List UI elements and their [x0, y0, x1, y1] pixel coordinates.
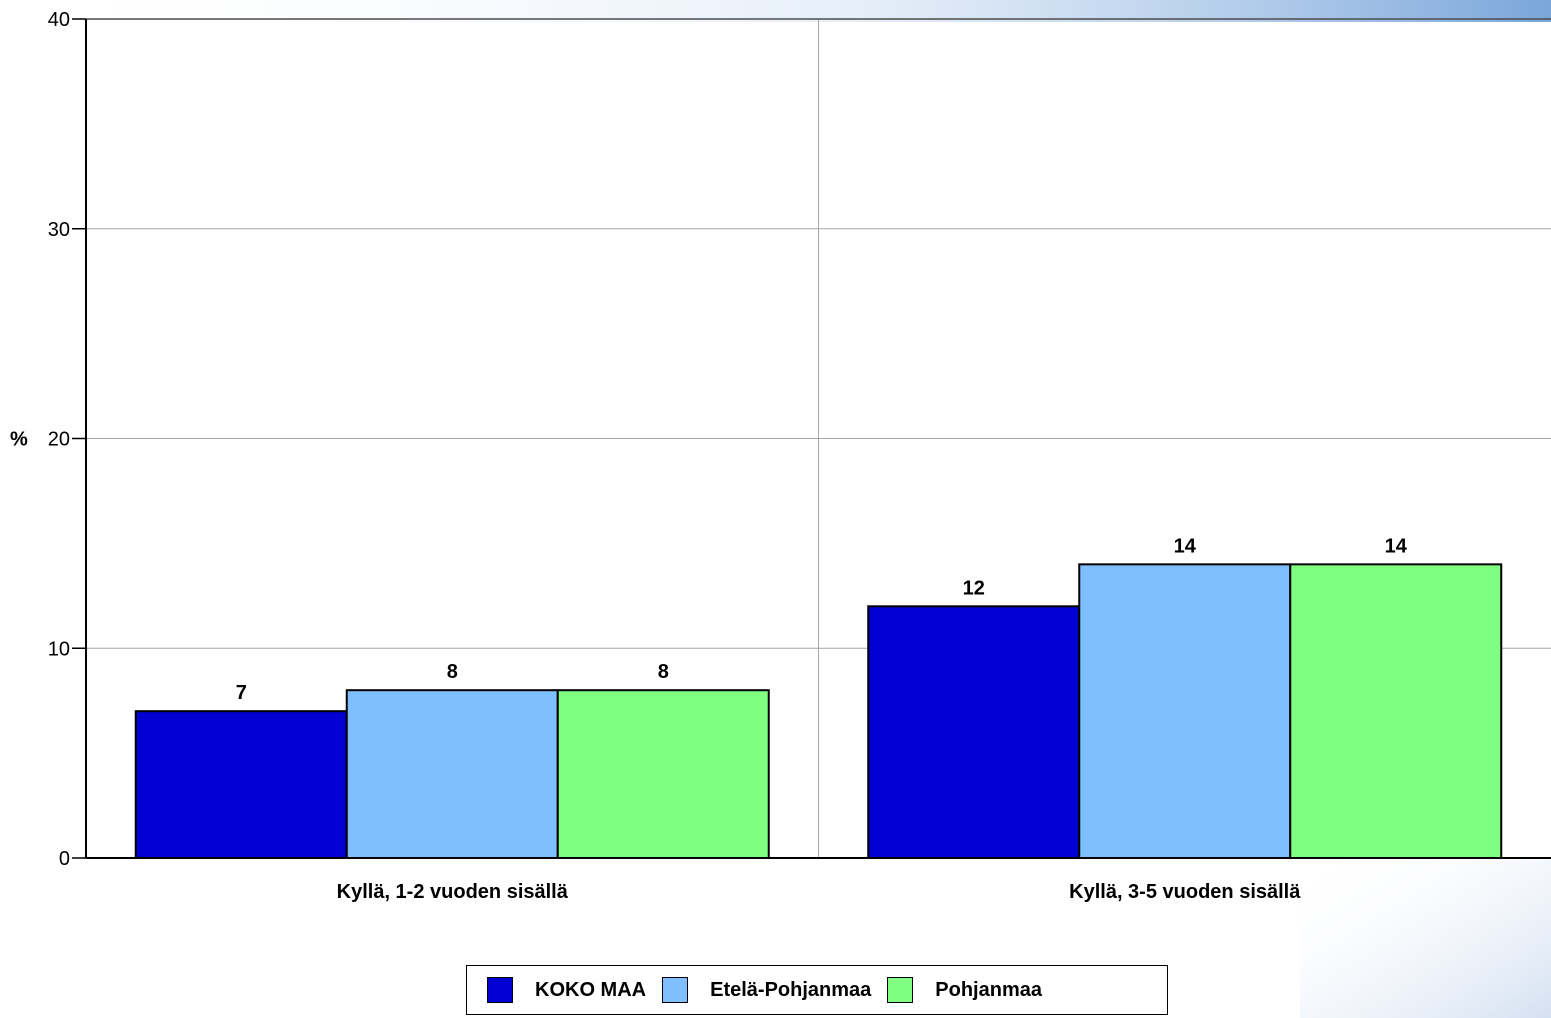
y-tick-label-2: 20 — [48, 429, 70, 451]
y-axis-label: % — [10, 429, 28, 451]
y-tick-label-3: 30 — [48, 219, 70, 241]
data-label-1-1: 14 — [1174, 535, 1197, 557]
legend-label-2: Pohjanmaa — [935, 978, 1042, 1001]
plot-area: 0 10 20 30 40% 7 8 8 Kyllä, 1-2 vuoden sisällä 12… — [10, 9, 1551, 903]
y-tick-label-4: 40 — [48, 9, 70, 31]
y-tick-label-0: 0 — [59, 848, 70, 870]
background-sheen-bottom — [1300, 860, 1551, 1018]
bar-1-0 — [867, 605, 1081, 859]
bar-0-0 — [134, 710, 348, 859]
legend: KOKO MAA Etelä-Pohjanmaa Pohjanmaa — [466, 965, 1168, 1015]
data-label-0-2: 8 — [658, 661, 669, 683]
bar-0-1 — [345, 689, 559, 860]
legend-swatch-0 — [487, 977, 513, 1003]
legend-swatch-1 — [662, 977, 689, 1003]
data-label-0-0: 7 — [236, 682, 247, 704]
legend-label-1: Etelä-Pohjanmaa — [710, 978, 872, 1001]
category-label-1: Kyllä, 3-5 vuoden sisällä — [1069, 881, 1301, 903]
category-label-0: Kyllä, 1-2 vuoden sisällä — [337, 881, 569, 903]
legend-item-2: Pohjanmaa — [887, 977, 1042, 1003]
data-label-1-0: 12 — [963, 577, 985, 599]
data-label-1-2: 14 — [1385, 535, 1408, 557]
bar-1-2 — [1289, 563, 1503, 859]
legend-swatch-2 — [887, 977, 914, 1003]
legend-item-1: Etelä-Pohjanmaa — [662, 977, 871, 1003]
y-tick-label-1: 10 — [48, 638, 70, 660]
legend-item-0: KOKO MAA — [487, 977, 646, 1003]
data-label-0-1: 8 — [447, 661, 458, 683]
legend-label-0: KOKO MAA — [535, 978, 647, 1001]
bar-0-2 — [556, 689, 770, 860]
bar-1-1 — [1078, 563, 1292, 859]
background-sheen-top — [0, 0, 1551, 22]
